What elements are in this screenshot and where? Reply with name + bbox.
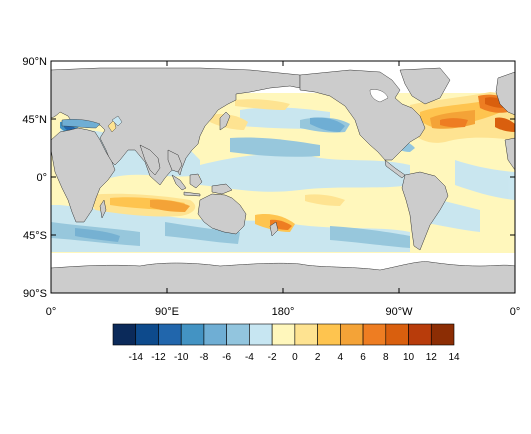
colorbar-swatch [294, 323, 318, 346]
colorbar-swatch [158, 323, 182, 346]
colorbar-swatch [430, 323, 455, 346]
colorbar-label: -2 [268, 352, 277, 363]
colorbar: -14 -12 -10 -8 -6 -4 -2 0 2 4 6 8 10 12 14 [112, 323, 460, 363]
colorbar-swatch [135, 323, 159, 346]
colorbar-label: 4 [338, 352, 344, 363]
lon-tick-label: 90°E [155, 306, 179, 318]
lon-tick-label: 0° [46, 306, 57, 318]
longitude-axis: 0° 90°E 180° 90°W 0° [46, 61, 521, 318]
warm-anomalies [90, 92, 515, 232]
colorbar-swatch [408, 323, 432, 346]
japan-island [219, 111, 231, 131]
lon-tick-label: 90°W [385, 306, 413, 318]
colorbar-swatch [249, 323, 273, 346]
lat-tick-label: 45°N [22, 114, 47, 126]
lon-tick-label: 0° [510, 306, 521, 318]
lat-tick-label: 90°N [22, 56, 47, 68]
africa-landmass [51, 127, 116, 223]
colorbar-label: 10 [403, 352, 415, 363]
west-africa-bulge [504, 137, 515, 171]
lat-tick-label: 0° [36, 172, 47, 184]
south-america-landmass [401, 171, 449, 251]
indochina-landmass [167, 149, 183, 173]
colorbar-swatch [203, 323, 227, 346]
latitude-axis: 90°N 45°N 0° 45°S 90°S [22, 56, 515, 300]
colorbar-label: -6 [222, 352, 231, 363]
colorbar-label: -12 [151, 352, 166, 363]
colorbar-label: 8 [383, 352, 389, 363]
europe-west-landmass [495, 71, 515, 116]
colorbar-label: 0 [292, 352, 298, 363]
north-america-landmass [299, 69, 426, 161]
colorbar-label: 6 [360, 352, 366, 363]
colorbar-swatch [271, 323, 296, 346]
lon-tick-label: 180° [272, 306, 295, 318]
lat-tick-label: 90°S [23, 288, 47, 300]
madagascar-island [99, 199, 107, 219]
colorbar-label: 14 [448, 352, 460, 363]
colorbar-swatch [362, 323, 387, 346]
colorbar-label: -4 [245, 352, 254, 363]
lat-tick-label: 45°S [23, 230, 47, 242]
india-landmass [139, 144, 161, 176]
colorbar-swatch [226, 323, 250, 346]
java-island [183, 191, 201, 197]
borneo-island [189, 173, 203, 189]
land-masses [51, 67, 515, 293]
colorbar-label: 12 [426, 352, 438, 363]
colorbar-label: -10 [174, 352, 189, 363]
colorbar-label: -8 [199, 352, 208, 363]
australia-landmass [197, 193, 247, 235]
inland-seas [61, 89, 389, 133]
central-america-landmass [384, 159, 406, 179]
colorbar-swatch [317, 323, 341, 346]
greenland-landmass [399, 67, 451, 105]
colorbar-swatch [340, 323, 364, 346]
colorbar-label: -14 [129, 352, 144, 363]
antarctica-landmass [51, 261, 515, 293]
colorbar-swatch [112, 323, 137, 346]
sumatra-island [171, 174, 187, 191]
new-zealand-island [269, 221, 279, 237]
eurasia-africa-landmass [51, 67, 301, 186]
colorbar-label: 2 [315, 352, 321, 363]
colorbar-swatch [180, 323, 205, 346]
colorbar-swatch [385, 323, 409, 346]
new-guinea-island [211, 183, 233, 195]
